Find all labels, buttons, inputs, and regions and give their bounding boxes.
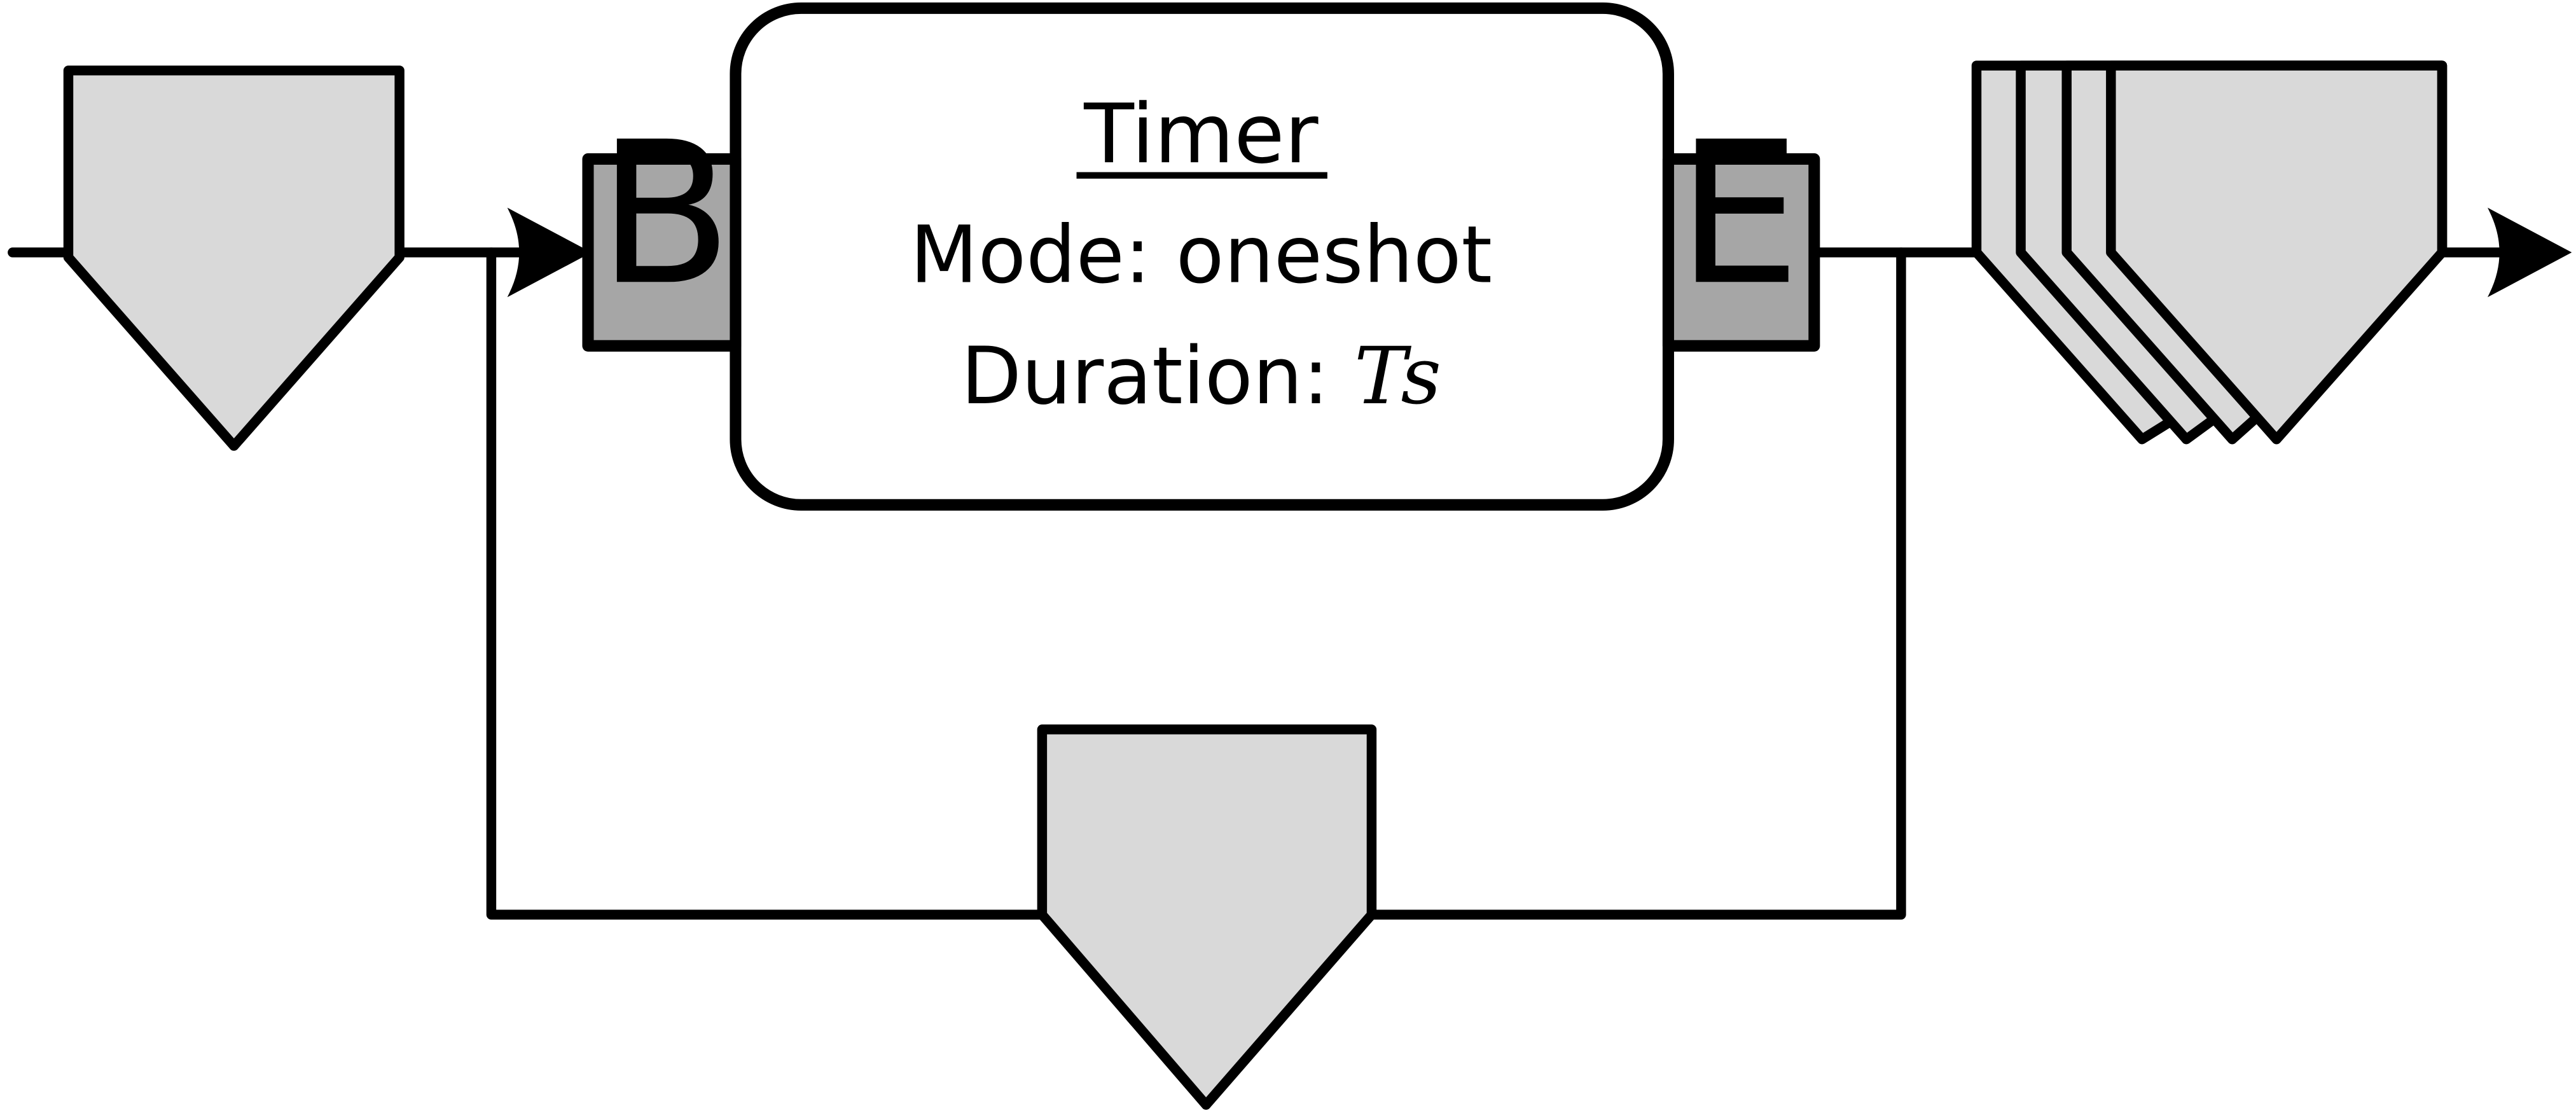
feedback-place [1042, 729, 1371, 1105]
end-port-label: E [1677, 99, 1801, 328]
output-place-stack [1976, 66, 2442, 439]
timer-duration: Duration: Ts [961, 331, 1441, 422]
output-arrow-head [2491, 211, 2568, 293]
timer-title: Timer [1083, 86, 1318, 182]
input-arrow-head [511, 211, 588, 293]
timer-duration-variable: Ts [1354, 331, 1441, 422]
begin-port-label: B [598, 99, 733, 328]
input-place [68, 71, 399, 446]
timer-duration-prefix: Duration: [961, 331, 1354, 422]
timer-mode: Mode: oneshot [910, 209, 1492, 301]
